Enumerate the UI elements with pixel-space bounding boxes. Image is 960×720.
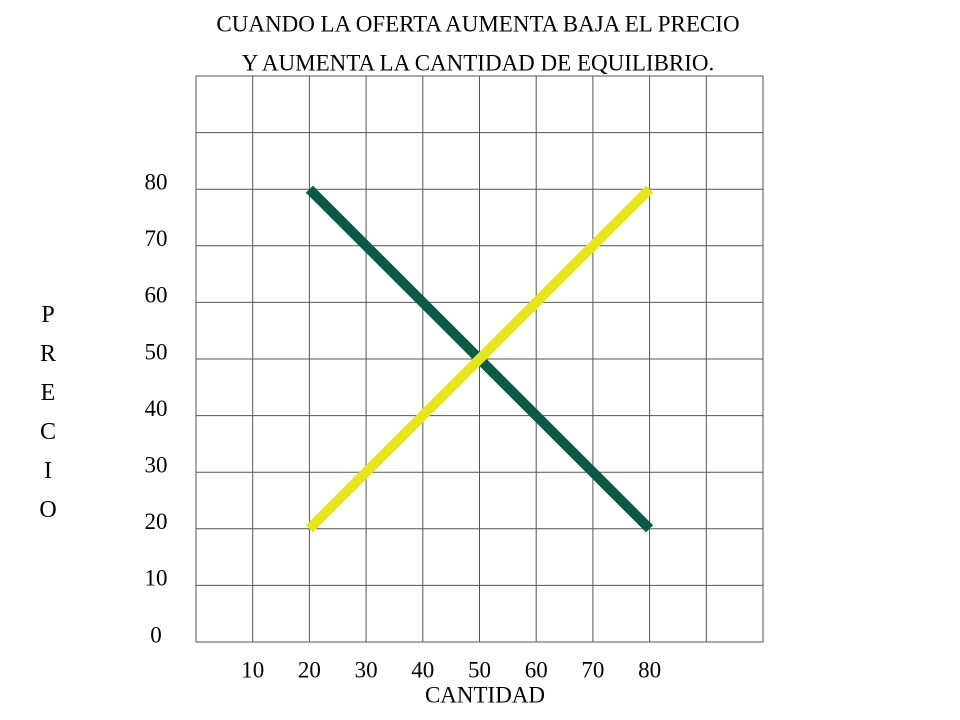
y-tick-label: 40 — [145, 396, 168, 421]
y-tick-label: 50 — [145, 339, 168, 364]
x-tick-label: 10 — [241, 657, 264, 682]
x-tick-label: 80 — [638, 657, 661, 682]
y-tick-label: 30 — [145, 452, 168, 477]
y-tick-label: 60 — [145, 283, 168, 308]
x-tick-label: 50 — [468, 657, 491, 682]
y-tick-label: 70 — [145, 226, 168, 251]
chart-title: Y AUMENTA LA CANTIDAD DE EQUILIBRIO. — [242, 50, 715, 75]
chart-title: CUANDO LA OFERTA AUMENTA BAJA EL PRECIO — [216, 11, 739, 36]
y-tick-label: 0 — [150, 622, 162, 647]
y-tick-label: 80 — [145, 169, 168, 194]
x-tick-label: 30 — [355, 657, 378, 682]
x-tick-label: 70 — [581, 657, 604, 682]
x-tick-label: 20 — [298, 657, 321, 682]
y-tick-label: 20 — [145, 509, 168, 534]
x-tick-label: 60 — [525, 657, 548, 682]
x-axis-label: CANTIDAD — [425, 682, 545, 707]
y-tick-label: 10 — [145, 566, 168, 591]
x-tick-label: 40 — [411, 657, 434, 682]
line — [305, 185, 654, 533]
y-axis-label: PRECIO — [35, 302, 61, 536]
